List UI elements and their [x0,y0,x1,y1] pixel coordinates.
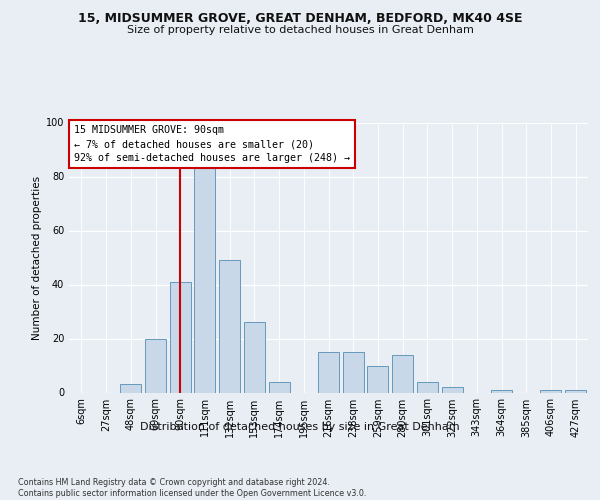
Text: 15 MIDSUMMER GROVE: 90sqm
← 7% of detached houses are smaller (20)
92% of semi-d: 15 MIDSUMMER GROVE: 90sqm ← 7% of detach… [74,125,350,163]
Bar [219,260,240,392]
Bar [343,352,364,393]
Bar [565,390,586,392]
Text: Contains HM Land Registry data © Crown copyright and database right 2024.
Contai: Contains HM Land Registry data © Crown c… [18,478,367,498]
Bar [442,387,463,392]
Text: Size of property relative to detached houses in Great Denham: Size of property relative to detached ho… [127,25,473,35]
Bar [170,282,191,393]
Text: Distribution of detached houses by size in Great Denham: Distribution of detached houses by size … [140,422,460,432]
Bar [145,338,166,392]
Bar [367,366,388,392]
Bar [417,382,438,392]
Bar [541,390,562,392]
Y-axis label: Number of detached properties: Number of detached properties [32,176,41,340]
Bar [491,390,512,392]
Bar [392,354,413,393]
Bar [244,322,265,392]
Bar [269,382,290,392]
Text: 15, MIDSUMMER GROVE, GREAT DENHAM, BEDFORD, MK40 4SE: 15, MIDSUMMER GROVE, GREAT DENHAM, BEDFO… [78,12,522,26]
Bar [318,352,339,393]
Bar [120,384,141,392]
Bar [194,166,215,392]
